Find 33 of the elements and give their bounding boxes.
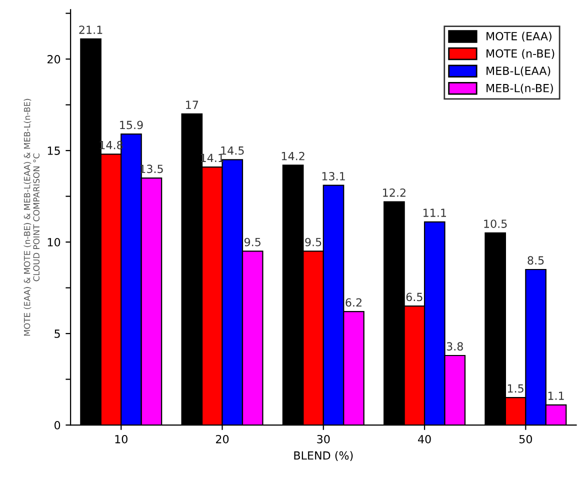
y-tick-label: 5 — [54, 330, 60, 338]
legend-label: MOTE (n-BE) — [486, 49, 554, 59]
x-tick-label: 30 — [317, 434, 330, 444]
data-label: 15.9 — [120, 120, 143, 130]
data-label: 13.1 — [322, 172, 345, 180]
y-tick-label: 15 — [48, 146, 60, 155]
data-label: 6.2 — [346, 298, 362, 307]
y-tick-label: 20 — [48, 55, 60, 64]
data-label: 1.1 — [548, 392, 564, 400]
data-label: 3.8 — [446, 342, 463, 351]
data-label: 14.5 — [221, 146, 244, 155]
x-tick-label: 50 — [519, 434, 532, 444]
x-tick-label: 10 — [115, 434, 128, 444]
data-label: 8.5 — [528, 256, 544, 265]
y-axis-title: MOTE (EAA) & MOTE (n-BE) & MEB-L(EAA) & MEB-L(n-BE) CLOUD POINT COMPARISON °C — [24, 98, 40, 336]
y-tick-label: 10 — [48, 238, 60, 246]
x-axis-title: BLEND (%) — [294, 451, 353, 461]
data-label: 9.5 — [244, 238, 260, 246]
y-tick-label: 0 — [54, 421, 60, 430]
legend-label: MEB-L(n-BE) — [486, 84, 553, 94]
data-label: 11.1 — [424, 208, 446, 217]
data-label: 12.2 — [383, 188, 406, 197]
data-label: 6.5 — [406, 292, 422, 302]
data-label: 21.1 — [79, 26, 102, 34]
legend-label: MOTE (EAA) — [486, 32, 552, 42]
data-label: 9.5 — [305, 238, 322, 246]
data-label: 1.5 — [508, 384, 524, 393]
x-tick-label: 20 — [216, 434, 229, 444]
data-label: 14.2 — [282, 152, 304, 160]
data-label: 17 — [186, 100, 198, 109]
data-label: 10.5 — [484, 220, 507, 228]
legend-label: MEB-L(EAA) — [486, 66, 550, 76]
x-tick-label: 40 — [418, 434, 431, 444]
